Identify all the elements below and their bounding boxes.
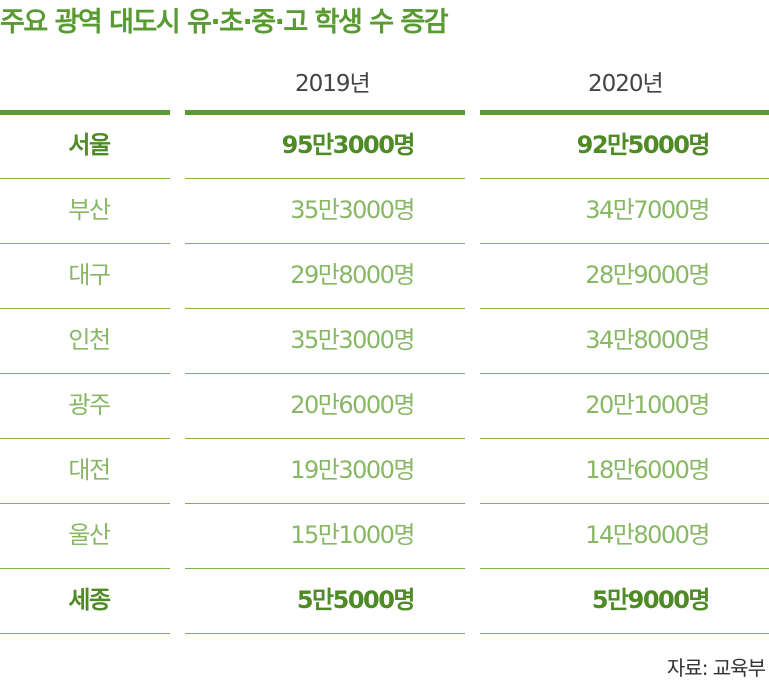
city-cell: 인천: [68, 326, 111, 354]
row-divider: [480, 308, 769, 309]
city-cell: 대구: [68, 261, 111, 289]
row-divider: [480, 178, 769, 179]
row-divider: [185, 373, 465, 374]
value-2020-cell: 92만5000명: [576, 131, 711, 159]
row-divider: [0, 633, 170, 634]
row-divider: [480, 438, 769, 439]
column-header-2019: 2019년: [295, 71, 371, 97]
row-divider: [480, 568, 769, 569]
value-2019-cell: 19만3000명: [290, 456, 415, 484]
row-divider: [0, 308, 170, 309]
header-divider-2020: [480, 110, 769, 115]
row-divider: [480, 633, 769, 634]
row-divider: [480, 503, 769, 504]
header-divider-2019: [185, 110, 465, 115]
row-divider: [185, 568, 465, 569]
row-divider: [185, 308, 465, 309]
value-2019-cell: 20만6000명: [290, 391, 415, 419]
row-divider: [185, 243, 465, 244]
row-divider: [0, 568, 170, 569]
row-divider: [185, 178, 465, 179]
city-cell: 광주: [68, 391, 111, 419]
value-2020-cell: 14만8000명: [585, 521, 710, 549]
row-divider: [0, 178, 170, 179]
row-divider: [185, 438, 465, 439]
row-divider: [480, 373, 769, 374]
table-title: 주요 광역 대도시 유·초·중·고 학생 수 증감: [0, 7, 449, 38]
city-cell: 세종: [68, 586, 111, 614]
value-2020-cell: 5만9000명: [591, 586, 711, 614]
city-cell: 부산: [68, 196, 111, 224]
value-2020-cell: 34만8000명: [585, 326, 710, 354]
value-2019-cell: 15만1000명: [290, 521, 415, 549]
value-2020-cell: 34만7000명: [585, 196, 710, 224]
city-cell: 서울: [68, 131, 111, 159]
row-divider: [0, 243, 170, 244]
value-2019-cell: 29만8000명: [290, 261, 415, 289]
value-2019-cell: 35만3000명: [290, 196, 415, 224]
value-2019-cell: 95만3000명: [281, 131, 416, 159]
row-divider: [185, 633, 465, 634]
column-header-2020: 2020년: [588, 71, 664, 97]
row-divider: [185, 503, 465, 504]
value-2020-cell: 18만6000명: [585, 456, 710, 484]
value-2020-cell: 28만9000명: [585, 261, 710, 289]
value-2020-cell: 20만1000명: [585, 391, 710, 419]
row-divider: [480, 243, 769, 244]
header-divider-city: [0, 110, 170, 115]
row-divider: [0, 373, 170, 374]
city-cell: 울산: [68, 521, 111, 549]
city-cell: 대전: [68, 456, 111, 484]
row-divider: [0, 438, 170, 439]
row-divider: [0, 503, 170, 504]
source-note: 자료: 교육부: [666, 656, 766, 680]
value-2019-cell: 35만3000명: [290, 326, 415, 354]
value-2019-cell: 5만5000명: [296, 586, 416, 614]
